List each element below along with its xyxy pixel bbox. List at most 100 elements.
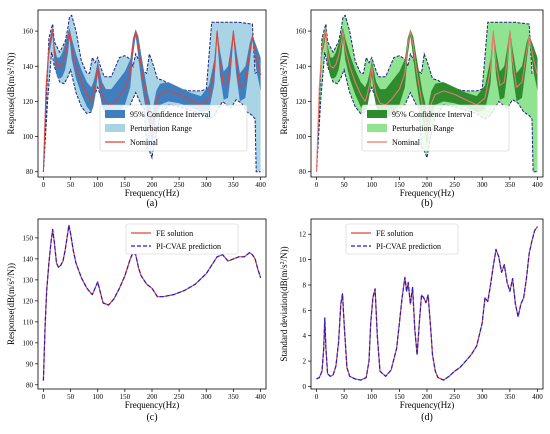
- y-axis-label-part2: /N)): [6, 263, 16, 278]
- legend-label-pi-cvae-prediction: PI-CVAE prediction: [156, 242, 221, 251]
- y-axis-label-sup: 2: [7, 68, 13, 71]
- chart-b: 0 50 100 150 200 250 300 350 400 80 100 120 140 160 Fr…: [279, 9, 544, 209]
- chart-d-plot: [316, 226, 538, 381]
- y-tick-label: 80: [26, 381, 34, 389]
- x-tick-label: 0: [42, 393, 46, 401]
- x-tick-label: 400: [255, 393, 266, 401]
- x-tick-label: 150: [120, 181, 131, 189]
- x-tick-label: 200: [147, 393, 158, 401]
- x-tick-label: 100: [92, 393, 103, 401]
- x-tick-label: 50: [341, 393, 349, 401]
- legend-label-fe-solution: FE solution: [376, 229, 413, 238]
- legend-swatch-perturbation-range: [367, 124, 387, 132]
- y-tick-label: 0: [303, 383, 307, 391]
- x-tick-label: 350: [228, 181, 239, 189]
- y-axis-label: Standard deviation(dB(m/s2/N)): [279, 246, 289, 361]
- chart-c: 0 50 100 150 200 250 300 350 400 80 90 100 110 120 130…: [6, 218, 267, 423]
- chart-c-plot: [42, 224, 262, 381]
- x-tick-label: 300: [477, 181, 488, 189]
- x-axis-label: Frequency(Hz): [400, 400, 454, 410]
- legend-label-fe-solution: FE solution: [156, 229, 193, 238]
- x-tick-label: 250: [449, 181, 460, 189]
- y-tick-label: 8: [303, 281, 307, 289]
- y-axis-label-part2: /N)): [6, 53, 16, 68]
- y-tick-label: 120: [23, 297, 34, 305]
- x-tick-label: 50: [341, 181, 349, 189]
- x-tick-label: 350: [228, 393, 239, 401]
- chart-d: 0 50 100 150 200 250 300 350 400 0 2 4 6 8 10 12 Frequen…: [279, 218, 544, 423]
- y-tick-label: 120: [23, 98, 34, 106]
- y-axis-label-sup: 2: [280, 261, 286, 264]
- y-tick-label: 4: [303, 332, 307, 340]
- perturbation-range-band: [316, 15, 538, 172]
- x-tick-label: 200: [422, 393, 433, 401]
- legend-swatch-confidence-interval: [105, 110, 125, 118]
- confidence-interval-band: [43, 27, 261, 172]
- y-tick-label: 90: [26, 360, 34, 368]
- y-tick-label: 130: [23, 276, 34, 284]
- x-axis-label: Frequency(Hz): [125, 188, 179, 198]
- y-axis-label-sup: 2: [7, 278, 13, 281]
- x-tick-label: 100: [367, 393, 378, 401]
- y-tick-label: 160: [23, 28, 34, 36]
- legend-label-nominal: Nominal: [130, 138, 159, 147]
- x-tick-label: 150: [394, 181, 405, 189]
- y-tick-label: 2: [303, 358, 307, 366]
- x-tick-label: 0: [315, 181, 319, 189]
- x-tick-label: 150: [394, 393, 405, 401]
- x-tick-label: 350: [505, 181, 516, 189]
- y-tick-label: 120: [296, 98, 307, 106]
- legend-swatch-confidence-interval: [367, 110, 387, 118]
- confidence-interval-band: [316, 27, 538, 172]
- x-tick-label: 50: [67, 393, 75, 401]
- x-axis-label: Frequency(Hz): [125, 400, 179, 410]
- y-axis-label-part1: Response(dB(m/s: [279, 70, 289, 134]
- y-tick-label: 110: [23, 318, 34, 326]
- x-tick-label: 400: [532, 393, 543, 401]
- legend-label-confidence-interval: 95% Confidence Interval: [392, 110, 473, 119]
- legend-label-confidence-interval: 95% Confidence Interval: [130, 110, 211, 119]
- x-tick-label: 250: [449, 393, 460, 401]
- y-axis-label-part2: /N)): [279, 53, 289, 68]
- y-tick-label: 100: [296, 133, 307, 141]
- x-tick-label: 400: [532, 181, 543, 189]
- x-tick-label: 200: [147, 181, 158, 189]
- y-axis-label: Response(dB(m/s2/N)): [6, 263, 16, 345]
- x-tick-label: 250: [174, 393, 185, 401]
- x-tick-label: 100: [367, 181, 378, 189]
- x-tick-label: 300: [201, 393, 212, 401]
- y-axis-label-part1: Response(dB(m/s: [6, 281, 16, 345]
- pi-cvae-prediction-line: [42, 224, 262, 381]
- legend: 95% Confidence Interval Perturbation Rang…: [99, 104, 248, 152]
- y-tick-label: 140: [23, 63, 34, 71]
- y-tick-label: 100: [23, 339, 34, 347]
- y-tick-label: 150: [23, 234, 34, 242]
- subfigure-caption: (a): [146, 198, 157, 209]
- nominal-line: [315, 28, 539, 172]
- x-axis-label: Frequency(Hz): [400, 188, 454, 198]
- x-tick-label: 0: [42, 181, 46, 189]
- legend-swatch-perturbation-range: [105, 124, 125, 132]
- x-tick-label: 150: [120, 393, 131, 401]
- y-tick-label: 140: [296, 63, 307, 71]
- perturbation-range-band-upper-border: [42, 14, 261, 172]
- subfigure-caption: (d): [421, 412, 433, 423]
- legend-label-nominal: Nominal: [392, 138, 421, 147]
- legend-box: [361, 104, 510, 152]
- x-tick-label: 400: [255, 181, 266, 189]
- perturbation-range-band-upper-border: [316, 14, 538, 172]
- y-axis-label-sup: 2: [280, 68, 286, 71]
- x-tick-label: 350: [505, 393, 516, 401]
- chart-a: 0 50 100 150 200 250 300 350 400 80 100 120 140 160 Fr…: [6, 9, 267, 209]
- x-tick-label: 300: [201, 181, 212, 189]
- y-tick-label: 160: [296, 28, 307, 36]
- y-axis-label: Response(dB(m/s2/N)): [6, 53, 16, 135]
- y-tick-label: 80: [299, 168, 307, 176]
- subfigure-caption: (c): [146, 412, 157, 423]
- x-tick-label: 0: [315, 393, 319, 401]
- x-tick-label: 300: [477, 393, 488, 401]
- subfigure-caption: (b): [421, 198, 433, 209]
- y-tick-label: 10: [299, 256, 307, 264]
